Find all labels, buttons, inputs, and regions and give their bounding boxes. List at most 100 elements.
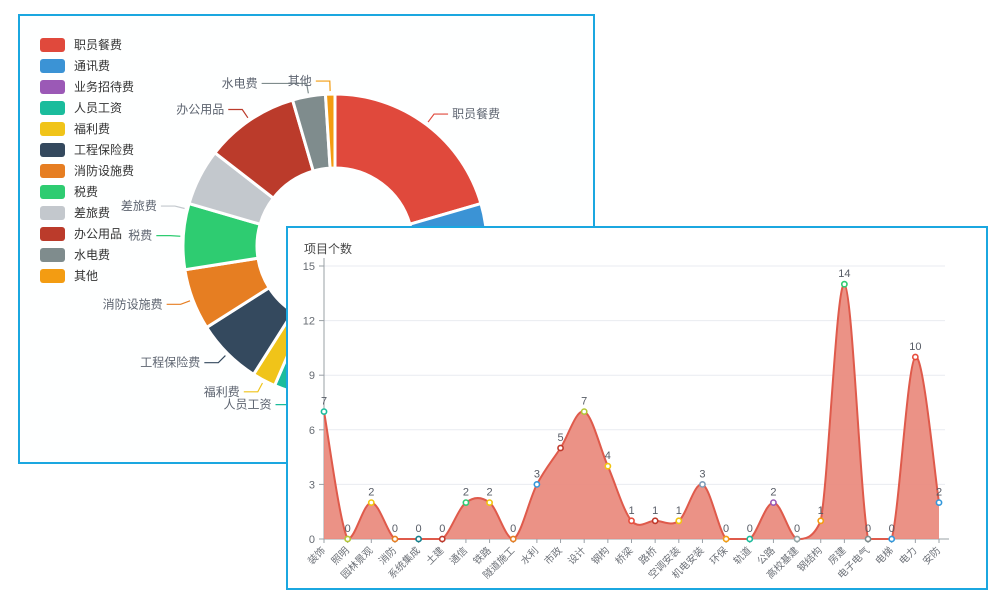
data-point-23[interactable] [864,535,872,543]
pie-label-line-11 [315,80,331,92]
value-label-16: 3 [699,468,705,480]
data-point-10[interactable] [557,444,564,452]
value-label-8: 0 [510,523,516,535]
data-point-22[interactable] [840,280,848,288]
legend-swatch [40,59,65,73]
pie-slice-label-3: 人员工资 [224,398,272,412]
value-label-24: 0 [889,523,895,535]
x-tick-label-21: 钢结构 [794,544,824,574]
legend-item-4[interactable]: 福利费 [40,122,134,136]
pie-label-line-0 [427,113,449,123]
legend-label: 水电费 [74,248,111,262]
data-point-12[interactable] [604,462,612,470]
value-label-23: 0 [865,523,871,535]
legend-label: 业务招待费 [74,80,135,94]
data-point-8[interactable] [509,535,517,543]
value-label-17: 0 [723,523,729,535]
data-point-24[interactable] [888,535,896,543]
data-point-17[interactable] [722,535,730,543]
value-label-2: 2 [368,487,374,499]
legend-label: 职员餐费 [74,38,123,52]
legend-item-2[interactable]: 业务招待费 [40,80,134,94]
data-point-11[interactable] [580,408,588,415]
data-point-1[interactable] [344,535,352,543]
data-point-21[interactable] [817,517,825,525]
legend-swatch [40,143,65,157]
legend-item-5[interactable]: 工程保险费 [40,143,134,157]
legend-item-1[interactable]: 通讯费 [40,59,134,73]
data-point-26[interactable] [935,499,943,506]
data-point-20[interactable] [793,535,801,543]
value-label-18: 0 [747,523,753,535]
data-point-16[interactable] [699,480,706,488]
pie-label-line-4 [243,382,264,393]
value-label-9: 3 [534,468,540,480]
legend-item-11[interactable]: 其他 [40,269,134,283]
x-tick-label-18: 轨道 [731,544,754,567]
value-label-14: 1 [652,505,658,517]
data-point-7[interactable] [486,499,493,506]
legend-item-7[interactable]: 税费 [40,185,134,199]
legend-item-9[interactable]: 办公用品 [40,227,134,241]
area-fill [324,284,939,539]
legend-item-6[interactable]: 消防设施费 [40,164,134,178]
data-point-2[interactable] [367,499,375,506]
legend-item-8[interactable]: 差旅费 [40,206,134,220]
y-tick-label-3: 3 [309,479,315,491]
data-point-5[interactable] [438,535,446,543]
pie-slice-11[interactable] [323,92,337,170]
value-label-7: 2 [487,487,493,499]
value-label-12: 4 [605,450,611,462]
value-label-0: 7 [321,396,327,408]
legend-swatch [40,122,65,136]
data-point-25[interactable] [911,353,919,361]
legend-label: 消防设施费 [74,164,135,178]
x-tick-label-24: 电梯 [872,544,895,567]
legend-label: 通讯费 [74,59,111,73]
pie-label-line-8 [160,205,185,210]
value-label-15: 1 [676,505,682,517]
x-tick-label-9: 水利 [518,545,541,568]
y-tick-label-0: 0 [309,534,315,546]
legend-item-3[interactable]: 人员工资 [40,101,134,115]
legend-item-0[interactable]: 职员餐费 [40,38,134,52]
legend-swatch [40,164,65,178]
data-point-18[interactable] [746,535,754,543]
data-point-4[interactable] [415,535,423,543]
value-label-13: 1 [628,505,634,517]
pie-slice-0[interactable] [333,92,483,226]
data-point-9[interactable] [533,480,541,488]
data-point-3[interactable] [391,535,399,543]
x-tick-label-25: 电力 [896,544,919,567]
x-tick-label-11: 设计 [565,544,588,567]
x-tick-label-10: 市政 [541,544,564,567]
legend-item-10[interactable]: 水电费 [40,248,134,262]
x-tick-label-12: 钢构 [589,544,612,567]
data-point-14[interactable] [651,517,659,525]
data-point-15[interactable] [675,517,683,525]
value-label-5: 0 [439,523,445,535]
value-label-10: 5 [557,432,563,444]
legend-swatch [40,80,65,94]
value-label-11: 7 [581,396,587,408]
legend-label: 税费 [74,185,99,199]
legend-swatch [40,206,65,220]
value-label-22: 14 [838,268,850,280]
data-point-6[interactable] [462,499,470,506]
pie-slice-label-10: 水电费 [222,76,258,90]
pie-slice-label-6: 消防设施费 [103,296,163,311]
x-tick-label-13: 桥梁 [612,544,635,567]
y-tick-label-6: 6 [309,425,315,437]
data-point-19[interactable] [770,499,777,506]
value-label-26: 2 [936,487,942,499]
area-chart-title: 项目个数 [304,242,353,256]
value-label-19: 2 [770,487,776,499]
legend-swatch [40,227,65,241]
data-point-0[interactable] [320,408,328,415]
x-tick-label-6: 通信 [447,545,470,568]
pie-label-line-9 [228,108,249,119]
legend-label: 人员工资 [74,101,123,115]
y-tick-label-15: 15 [303,261,315,273]
data-point-13[interactable] [628,517,635,525]
